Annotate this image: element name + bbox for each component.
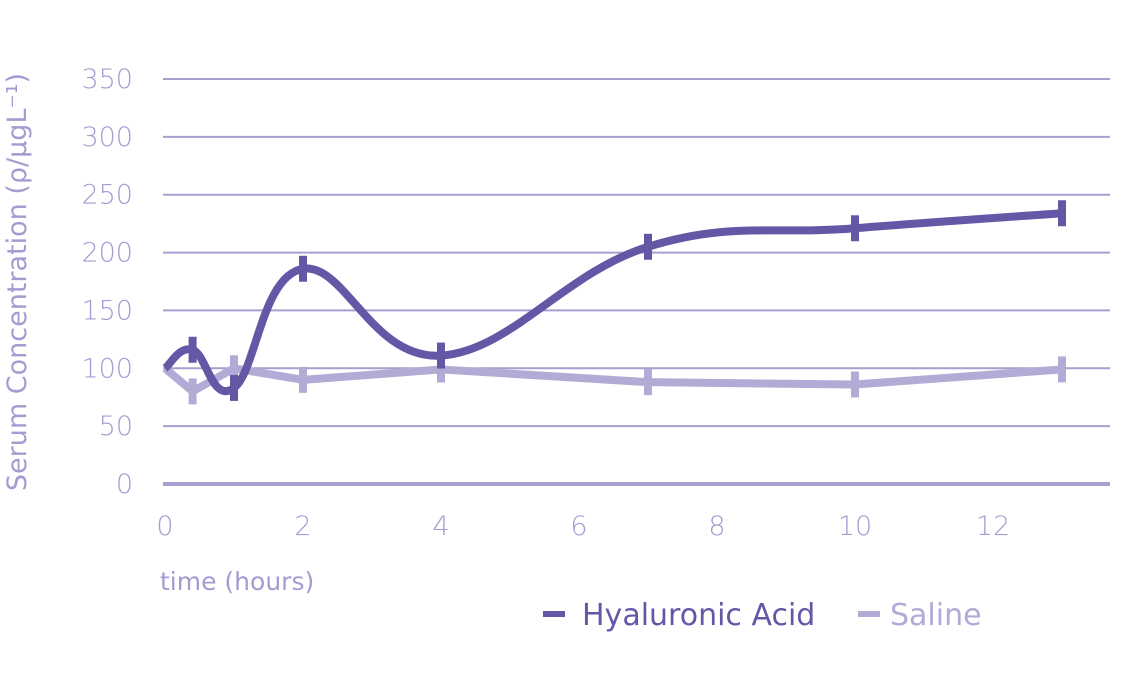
x-tick-label: 12 — [976, 511, 1010, 542]
y-tick-label: 250 — [81, 180, 133, 211]
y-tick-label: 200 — [81, 238, 133, 269]
y-tick-label: 350 — [81, 64, 133, 95]
series-group — [162, 200, 1066, 405]
x-tick-label: 8 — [708, 511, 725, 542]
legend: Hyaluronic Acid Saline — [543, 598, 982, 633]
y-tick-label: 150 — [81, 295, 133, 326]
x-tick-label: 2 — [294, 511, 311, 542]
legend-label: Hyaluronic Acid — [582, 598, 815, 633]
x-axis-ticks: 0 2 4 6 8 10 12 — [156, 511, 1010, 542]
x-axis-label: time (hours) — [160, 567, 314, 596]
y-tick-label: 300 — [81, 122, 133, 153]
x-tick-label: 4 — [432, 511, 449, 542]
x-tick-label: 6 — [570, 511, 587, 542]
y-axis-ticks: 0 50 100 150 200 250 300 350 — [81, 64, 133, 500]
y-tick-label: 0 — [116, 469, 133, 500]
y-axis-label: Serum Concentration (ρ/μgL⁻¹) — [2, 73, 33, 491]
y-tick-label: 50 — [99, 411, 133, 442]
legend-label: Saline — [890, 598, 982, 633]
x-tick-label: 10 — [838, 511, 872, 542]
x-tick-label: 0 — [156, 511, 173, 542]
series-line-0 — [162, 209, 1063, 395]
y-tick-label: 100 — [81, 353, 133, 384]
series-line-1 — [162, 364, 1063, 396]
